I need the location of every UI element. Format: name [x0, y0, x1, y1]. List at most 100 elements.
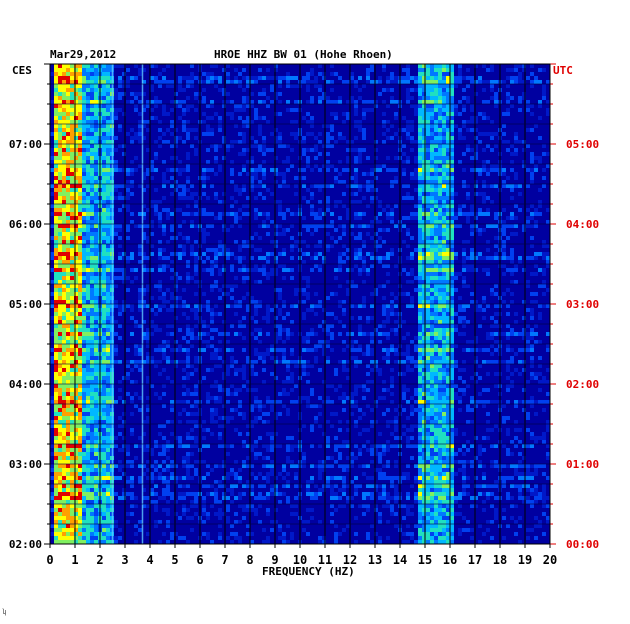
spectrogram-cell	[418, 372, 422, 376]
spectrogram-cell	[262, 168, 266, 172]
spectrogram-cell	[66, 76, 70, 80]
spectrogram-cell	[338, 268, 342, 272]
spectrogram-cell	[306, 372, 310, 376]
spectrogram-cell	[190, 372, 194, 376]
spectrogram-cell	[106, 272, 110, 276]
spectrogram-cell	[342, 252, 346, 256]
spectrogram-cell	[386, 88, 390, 92]
spectrogram-cell	[226, 392, 230, 396]
spectrogram-cell	[322, 124, 326, 128]
spectrogram-cell	[234, 408, 238, 412]
spectrogram-cell	[434, 404, 438, 408]
spectrogram-cell	[142, 92, 146, 96]
spectrogram-cell	[534, 168, 538, 172]
spectrogram-cell	[310, 100, 314, 104]
spectrogram-cell	[454, 76, 458, 80]
spectrogram-cell	[446, 284, 450, 288]
spectrogram-cell	[462, 104, 466, 108]
spectrogram-cell	[406, 272, 410, 276]
spectrogram-cell	[406, 64, 410, 68]
spectrogram-cell	[226, 92, 230, 96]
spectrogram-cell	[486, 100, 490, 104]
spectrogram-cell	[394, 180, 398, 184]
spectrogram-cell	[454, 192, 458, 196]
spectrogram-cell	[382, 396, 386, 400]
spectrogram-cell	[386, 280, 390, 284]
spectrogram-cell	[114, 300, 118, 304]
spectrogram-cell	[202, 320, 206, 324]
spectrogram-cell	[378, 76, 382, 80]
spectrogram-cell	[462, 260, 466, 264]
spectrogram-cell	[302, 396, 306, 400]
spectrogram-cell	[510, 356, 514, 360]
spectrogram-cell	[450, 72, 454, 76]
spectrogram-cell	[318, 100, 322, 104]
spectrogram-cell	[502, 184, 506, 188]
spectrogram-cell	[438, 336, 442, 340]
spectrogram-cell	[74, 312, 78, 316]
spectrogram-cell	[434, 320, 438, 324]
spectrogram-cell	[406, 132, 410, 136]
spectrogram-cell	[134, 96, 138, 100]
spectrogram-cell	[302, 136, 306, 140]
spectrogram-cell	[86, 96, 90, 100]
spectrogram-cell	[54, 96, 58, 100]
spectrogram-cell	[102, 304, 106, 308]
spectrogram-cell	[410, 236, 414, 240]
spectrogram-cell	[182, 196, 186, 200]
spectrogram-cell	[446, 248, 450, 252]
spectrogram-cell	[518, 208, 522, 212]
spectrogram-cell	[434, 180, 438, 184]
spectrogram-cell	[94, 376, 98, 380]
spectrogram-cell	[474, 228, 478, 232]
spectrogram-cell	[414, 112, 418, 116]
spectrogram-cell	[78, 212, 82, 216]
spectrogram-cell	[70, 288, 74, 292]
spectrogram-cell	[486, 212, 490, 216]
spectrogram-cell	[470, 224, 474, 228]
spectrogram-cell	[86, 292, 90, 296]
spectrogram-cell	[82, 220, 86, 224]
spectrogram-cell	[390, 124, 394, 128]
spectrogram-cell	[414, 108, 418, 112]
spectrogram-cell	[442, 268, 446, 272]
spectrogram-cell	[386, 308, 390, 312]
spectrogram-cell	[506, 376, 510, 380]
spectrogram-cell	[58, 84, 62, 88]
spectrogram-cell	[226, 368, 230, 372]
spectrogram-cell	[82, 408, 86, 412]
spectrogram-cell	[374, 368, 378, 372]
spectrogram-cell	[82, 136, 86, 140]
spectrogram-cell	[134, 364, 138, 368]
spectrogram-cell	[422, 368, 426, 372]
spectrogram-cell	[522, 332, 526, 336]
spectrogram-cell	[86, 288, 90, 292]
spectrogram-cell	[322, 320, 326, 324]
spectrogram-cell	[74, 88, 78, 92]
spectrogram-cell	[318, 200, 322, 204]
spectrogram-cell	[122, 272, 126, 276]
spectrogram-cell	[346, 376, 350, 380]
spectrogram-cell	[78, 176, 82, 180]
spectrogram-cell	[226, 284, 230, 288]
spectrogram-cell	[434, 260, 438, 264]
spectrogram-cell	[202, 72, 206, 76]
spectrogram-cell	[278, 212, 282, 216]
spectrogram-cell	[342, 180, 346, 184]
spectrogram-cell	[62, 168, 66, 172]
spectrogram-cell	[458, 80, 462, 84]
spectrogram-cell	[434, 312, 438, 316]
spectrogram-cell	[78, 148, 82, 152]
spectrogram-cell	[514, 64, 518, 68]
spectrogram-cell	[534, 156, 538, 160]
spectrogram-cell	[330, 336, 334, 340]
spectrogram-cell	[430, 148, 434, 152]
spectrogram-cell	[406, 280, 410, 284]
spectrogram-cell	[438, 360, 442, 364]
spectrogram-cell	[530, 376, 534, 380]
spectrogram-cell	[414, 212, 418, 216]
spectrogram-cell	[450, 108, 454, 112]
spectrogram-cell	[58, 324, 62, 328]
spectrogram-cell	[70, 104, 74, 108]
spectrogram-cell	[318, 340, 322, 344]
